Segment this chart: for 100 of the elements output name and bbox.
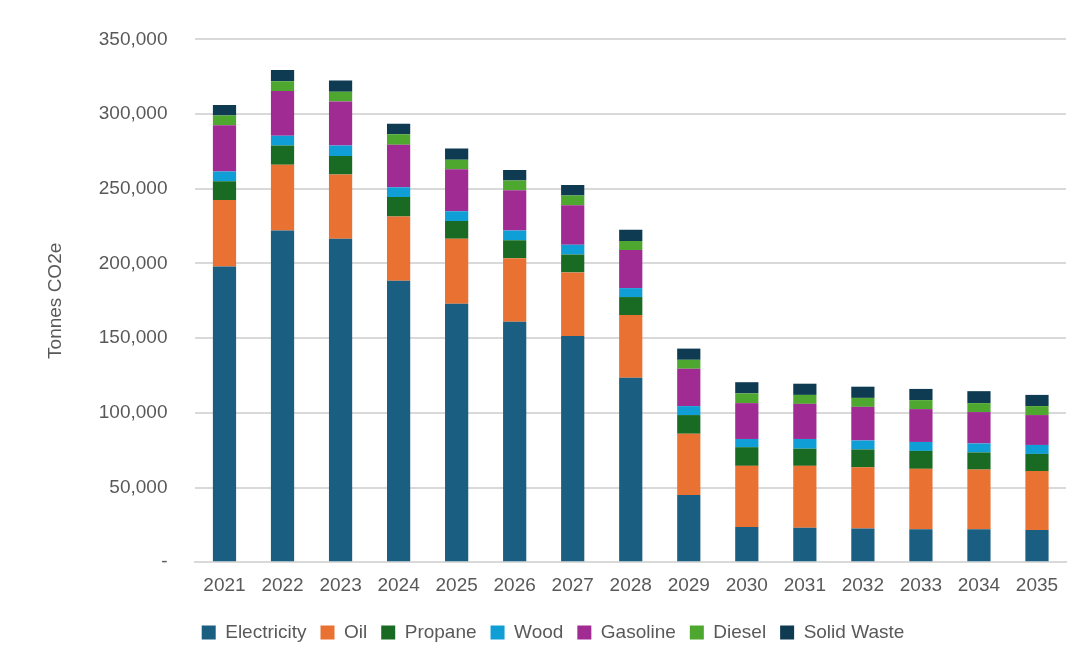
bar	[677, 359, 701, 369]
x-tick-label: 2022	[261, 573, 304, 595]
bar	[328, 101, 353, 146]
bar	[793, 438, 817, 449]
bar	[851, 449, 875, 468]
bar	[909, 450, 933, 469]
bar	[387, 134, 411, 145]
bar	[561, 195, 585, 206]
bar	[212, 171, 237, 182]
x-tick-label: 2021	[203, 573, 246, 595]
bar	[619, 250, 643, 289]
bar	[967, 403, 991, 413]
bar	[619, 288, 643, 298]
bar	[967, 412, 991, 444]
bar	[851, 406, 875, 441]
bar	[212, 125, 237, 172]
bar	[1025, 453, 1049, 472]
bar	[561, 335, 585, 562]
bar	[1025, 394, 1049, 407]
bar	[328, 145, 353, 156]
bar	[851, 397, 875, 407]
legend-label: Oil	[343, 620, 368, 642]
y-tick-label: 250,000	[98, 177, 168, 199]
bar	[328, 91, 353, 102]
bar	[387, 123, 411, 135]
x-tick-label: 2028	[609, 573, 652, 595]
bar	[270, 145, 295, 165]
bar	[967, 452, 991, 470]
y-tick-label: 150,000	[98, 326, 168, 348]
bar	[1025, 530, 1049, 562]
legend-label: Electricity	[225, 620, 307, 642]
bar	[387, 196, 411, 217]
bar	[445, 148, 469, 160]
bar	[735, 527, 759, 562]
bar	[445, 238, 469, 304]
legend-label: Diesel	[713, 620, 767, 642]
bar	[212, 199, 237, 267]
bar	[793, 394, 817, 404]
bar	[619, 314, 643, 378]
bar	[909, 441, 933, 451]
bar	[445, 220, 469, 239]
bar	[735, 382, 759, 394]
bar	[677, 368, 701, 407]
bar	[270, 70, 295, 82]
bar	[909, 409, 933, 442]
bar	[328, 80, 353, 92]
bar	[561, 205, 585, 245]
bar	[1025, 406, 1049, 416]
legend-label: Propane	[404, 620, 477, 642]
bar	[503, 190, 527, 231]
bar	[1025, 415, 1049, 445]
bar	[619, 377, 643, 562]
bar	[503, 170, 527, 181]
bar	[851, 467, 875, 529]
bar	[503, 321, 527, 562]
bar	[793, 403, 817, 439]
legend-label: Solid Waste	[803, 620, 905, 642]
bar	[967, 529, 991, 562]
x-tick-label: 2026	[493, 573, 536, 595]
x-tick-label: 2023	[319, 573, 362, 595]
bar	[270, 90, 295, 136]
y-tick-label: 350,000	[98, 27, 168, 49]
bar	[735, 403, 759, 439]
y-tick-label: 100,000	[98, 401, 168, 423]
x-tick-label: 2027	[551, 573, 594, 595]
bar	[387, 144, 411, 188]
bar	[735, 447, 759, 466]
bar	[909, 388, 933, 401]
y-tick-label: -	[161, 550, 168, 572]
bar	[270, 81, 295, 91]
bar	[503, 230, 527, 241]
bar	[328, 238, 353, 562]
y-tick-label: 300,000	[98, 102, 168, 124]
bar	[677, 494, 701, 562]
y-tick-label: 200,000	[98, 251, 168, 273]
bar	[445, 303, 469, 562]
bar	[909, 468, 933, 530]
bar	[328, 174, 353, 239]
x-tick-label: 2025	[435, 573, 478, 595]
bar	[619, 241, 643, 251]
bar	[967, 443, 991, 453]
bar	[387, 187, 411, 197]
bar	[735, 393, 759, 404]
y-tick-label: 50,000	[109, 475, 168, 497]
bar	[445, 211, 469, 221]
bar	[677, 406, 701, 416]
y-axis-title: Tonnes CO2e	[43, 242, 65, 359]
bar	[328, 155, 353, 175]
bar	[561, 272, 585, 336]
bar	[619, 229, 643, 242]
bar	[677, 433, 701, 495]
x-tick-label: 2031	[783, 573, 826, 595]
x-tick-label: 2029	[667, 573, 710, 595]
bar	[561, 254, 585, 273]
bar	[387, 280, 411, 562]
legend-label: Gasoline	[600, 620, 676, 642]
bar	[793, 527, 817, 562]
bar	[793, 383, 817, 395]
bar	[561, 244, 585, 255]
x-tick-label: 2035	[1015, 573, 1059, 595]
